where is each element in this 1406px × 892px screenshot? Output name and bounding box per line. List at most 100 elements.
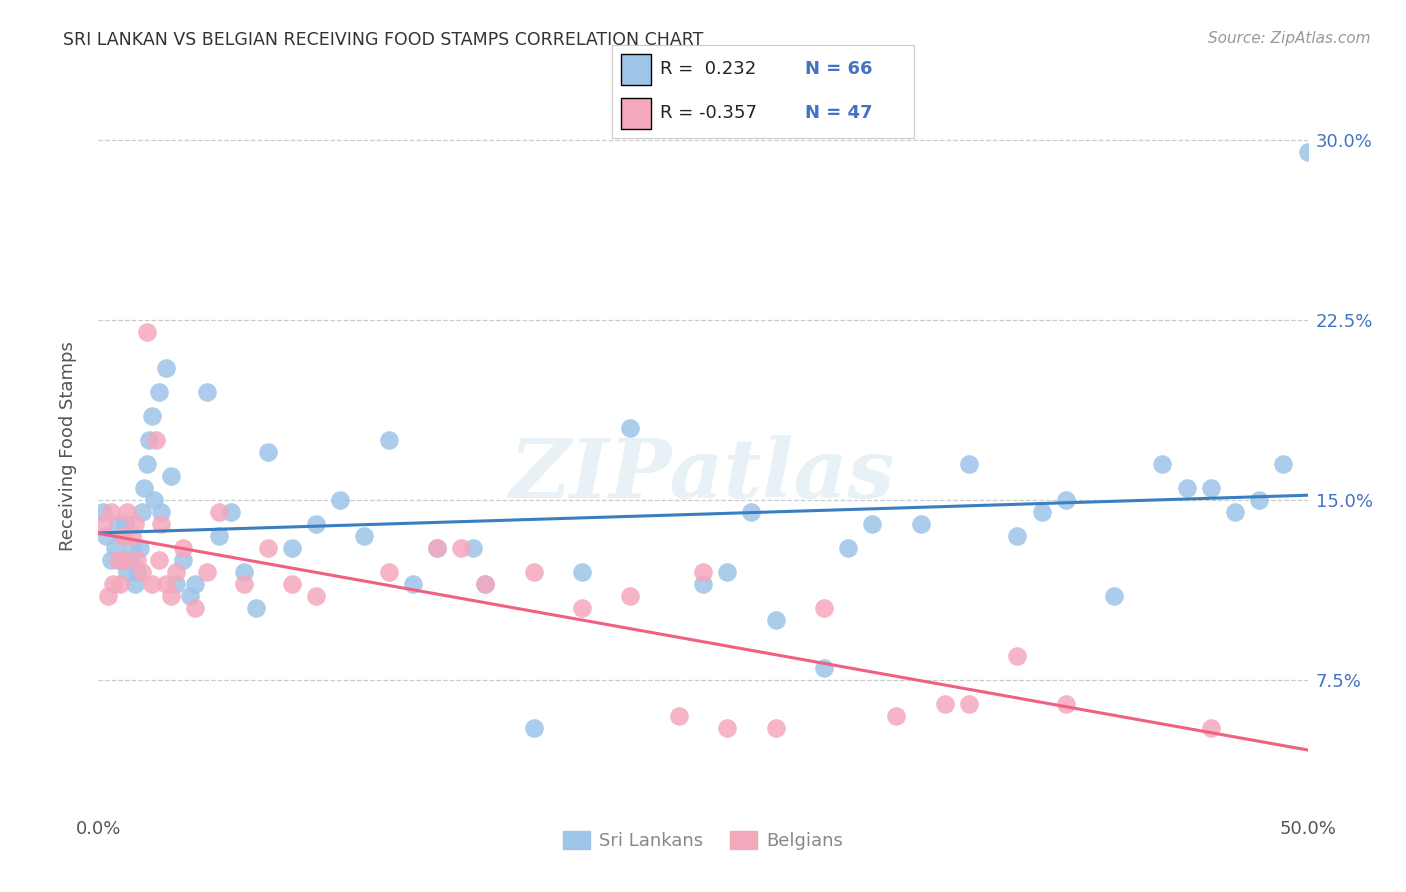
Point [179, 589, 201, 603]
Point [118, 553, 141, 567]
Point [124, 516, 146, 531]
Point [101, 577, 124, 591]
Point [860, 516, 883, 531]
Point [692, 565, 714, 579]
FancyBboxPatch shape [620, 98, 651, 129]
Point [1152, 457, 1174, 471]
Text: Source: ZipAtlas.com: Source: ZipAtlas.com [1208, 31, 1371, 46]
Point [377, 433, 399, 447]
Point [127, 553, 149, 567]
Point [305, 516, 328, 531]
Point [281, 577, 304, 591]
Point [245, 600, 267, 615]
Point [91, 505, 114, 519]
Point [138, 433, 160, 447]
Text: N = 66: N = 66 [806, 61, 873, 78]
Point [571, 565, 593, 579]
Point [208, 505, 231, 519]
Point [910, 516, 932, 531]
Point [97, 589, 120, 603]
Point [155, 577, 177, 591]
Y-axis label: Receiving Food Stamps: Receiving Food Stamps [59, 341, 77, 551]
Point [474, 577, 496, 591]
Point [100, 553, 122, 567]
Text: R =  0.232: R = 0.232 [659, 61, 756, 78]
Point [232, 565, 254, 579]
Point [111, 529, 134, 543]
Point [716, 565, 738, 579]
Text: SRI LANKAN VS BELGIAN RECEIVING FOOD STAMPS CORRELATION CHART: SRI LANKAN VS BELGIAN RECEIVING FOOD STA… [63, 31, 703, 49]
Point [208, 529, 231, 543]
Point [957, 457, 980, 471]
Point [100, 505, 122, 519]
Point [165, 565, 187, 579]
Point [111, 529, 134, 543]
Point [114, 553, 136, 567]
Point [114, 516, 136, 531]
Point [221, 505, 243, 519]
Point [934, 697, 956, 711]
Point [1031, 505, 1053, 519]
Point [145, 433, 167, 447]
Point [1249, 492, 1271, 507]
Point [121, 541, 143, 555]
Text: ZIPatlas: ZIPatlas [510, 435, 896, 516]
Point [619, 421, 641, 435]
Point [155, 361, 177, 376]
Point [94, 529, 117, 543]
Point [172, 541, 194, 555]
Point [377, 565, 399, 579]
Point [117, 505, 139, 519]
Point [329, 492, 352, 507]
Point [172, 553, 194, 567]
Point [131, 505, 153, 519]
Point [523, 721, 546, 735]
Point [184, 577, 207, 591]
Point [148, 385, 170, 400]
Point [124, 577, 146, 591]
Point [143, 492, 166, 507]
Point [1007, 529, 1029, 543]
Point [765, 613, 787, 627]
Point [150, 516, 173, 531]
Point [426, 541, 449, 555]
Point [91, 516, 114, 531]
Point [463, 541, 485, 555]
Point [107, 516, 129, 531]
Point [121, 529, 143, 543]
Point [716, 721, 738, 735]
Point [692, 577, 714, 591]
Point [813, 600, 835, 615]
Point [1054, 492, 1077, 507]
Point [107, 553, 129, 567]
Point [474, 577, 496, 591]
Point [886, 708, 908, 723]
Point [813, 661, 835, 675]
FancyBboxPatch shape [620, 54, 651, 85]
Point [668, 708, 690, 723]
Point [619, 589, 641, 603]
Point [148, 553, 170, 567]
Point [128, 541, 150, 555]
Point [1007, 648, 1029, 663]
Point [1223, 505, 1246, 519]
Point [740, 505, 762, 519]
Point [450, 541, 472, 555]
Point [353, 529, 375, 543]
Point [127, 565, 149, 579]
Point [165, 577, 187, 591]
Point [523, 565, 546, 579]
Point [134, 481, 156, 495]
Point [305, 589, 328, 603]
Point [135, 457, 157, 471]
Point [426, 541, 449, 555]
Point [104, 541, 127, 555]
Point [108, 553, 131, 567]
Point [141, 409, 163, 423]
Point [160, 589, 183, 603]
Point [232, 577, 254, 591]
Point [571, 600, 593, 615]
Point [1054, 697, 1077, 711]
Point [256, 541, 278, 555]
Point [256, 445, 278, 459]
